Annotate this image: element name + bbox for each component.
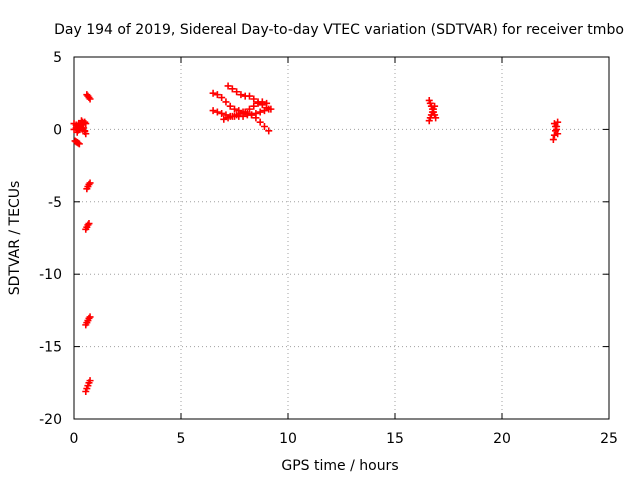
y-tick-label: 0 [53, 122, 62, 138]
data-point [85, 220, 93, 228]
data-point [85, 180, 93, 188]
series-arc-m7 [82, 220, 93, 233]
y-tick-label: -5 [48, 195, 62, 211]
data-point [228, 85, 236, 93]
data-point [233, 88, 241, 96]
data-point [233, 111, 241, 119]
data-point [75, 140, 83, 148]
data-point [549, 136, 557, 144]
data-point [80, 124, 88, 132]
data-point [237, 109, 245, 117]
data-point [82, 130, 90, 138]
data-point [209, 107, 217, 115]
series-arc-start-d [77, 117, 90, 138]
data-point [263, 99, 271, 107]
x-tick-label: 15 [386, 431, 404, 447]
data-point [250, 102, 258, 110]
data-point [554, 130, 562, 138]
y-tick-label: -10 [39, 267, 62, 283]
series-arc-m4 [83, 179, 94, 193]
y-tick-label: -20 [39, 412, 62, 428]
plot-frame [73, 56, 610, 420]
data-point [431, 102, 439, 110]
data-point [237, 91, 245, 99]
data-point [218, 94, 226, 102]
series-arc-start-e [71, 137, 83, 148]
data-point [245, 92, 253, 100]
data-point [85, 314, 93, 322]
data-point [231, 105, 238, 113]
data-point [218, 109, 226, 117]
chart-title: Day 194 of 2019, Sidereal Day-to-day VTE… [54, 22, 624, 38]
data-point [256, 108, 264, 116]
data-point [213, 108, 221, 116]
points-layer [70, 82, 562, 395]
x-tick-label: 25 [600, 431, 618, 447]
series-arc-m13 [82, 313, 94, 329]
data-point [256, 118, 264, 126]
data-point [265, 127, 273, 135]
data-point [267, 105, 275, 113]
x-axis-label: GPS time / hours [281, 458, 398, 474]
data-point [86, 377, 94, 385]
data-point [258, 98, 266, 106]
data-point [224, 114, 232, 122]
x-tick-label: 0 [70, 431, 79, 447]
data-point [86, 95, 94, 103]
series-arc-hi [83, 91, 94, 103]
data-point [228, 112, 236, 120]
data-point [79, 120, 87, 128]
data-point [226, 102, 234, 110]
series-arc-m18 [82, 377, 94, 395]
y-tick-label: -15 [39, 340, 62, 356]
data-point [224, 82, 232, 90]
x-tick-label: 20 [493, 431, 511, 447]
series-arc-22 [549, 118, 562, 144]
grid-layer [74, 57, 609, 419]
data-point [260, 123, 268, 131]
data-point [86, 313, 94, 321]
data-point [77, 117, 85, 125]
data-point [248, 111, 256, 119]
data-point [250, 95, 258, 103]
series-arc-16b [425, 102, 439, 125]
data-point [222, 98, 230, 106]
data-point [245, 105, 253, 113]
y-axis-label: SDTVAR / TECUs [7, 181, 23, 296]
series-arc-mid-d [220, 98, 271, 123]
data-point [220, 115, 228, 123]
data-point [254, 99, 262, 107]
x-tick-label: 5 [177, 431, 186, 447]
data-point [84, 221, 92, 229]
ticks-layer: 0 5 10 15 20 25 5 0 -5 -10 -15 -20 [39, 50, 618, 447]
x-tick-label: 10 [279, 431, 297, 447]
data-point [85, 94, 93, 102]
data-point [213, 91, 221, 99]
data-point [550, 131, 558, 139]
data-point [86, 179, 94, 187]
data-point [553, 125, 561, 133]
y-tick-label: 5 [53, 50, 62, 66]
data-point [252, 109, 260, 117]
series-arc-22b [550, 120, 562, 138]
data-point [241, 108, 249, 116]
data-point [554, 118, 562, 126]
data-point [209, 89, 217, 97]
